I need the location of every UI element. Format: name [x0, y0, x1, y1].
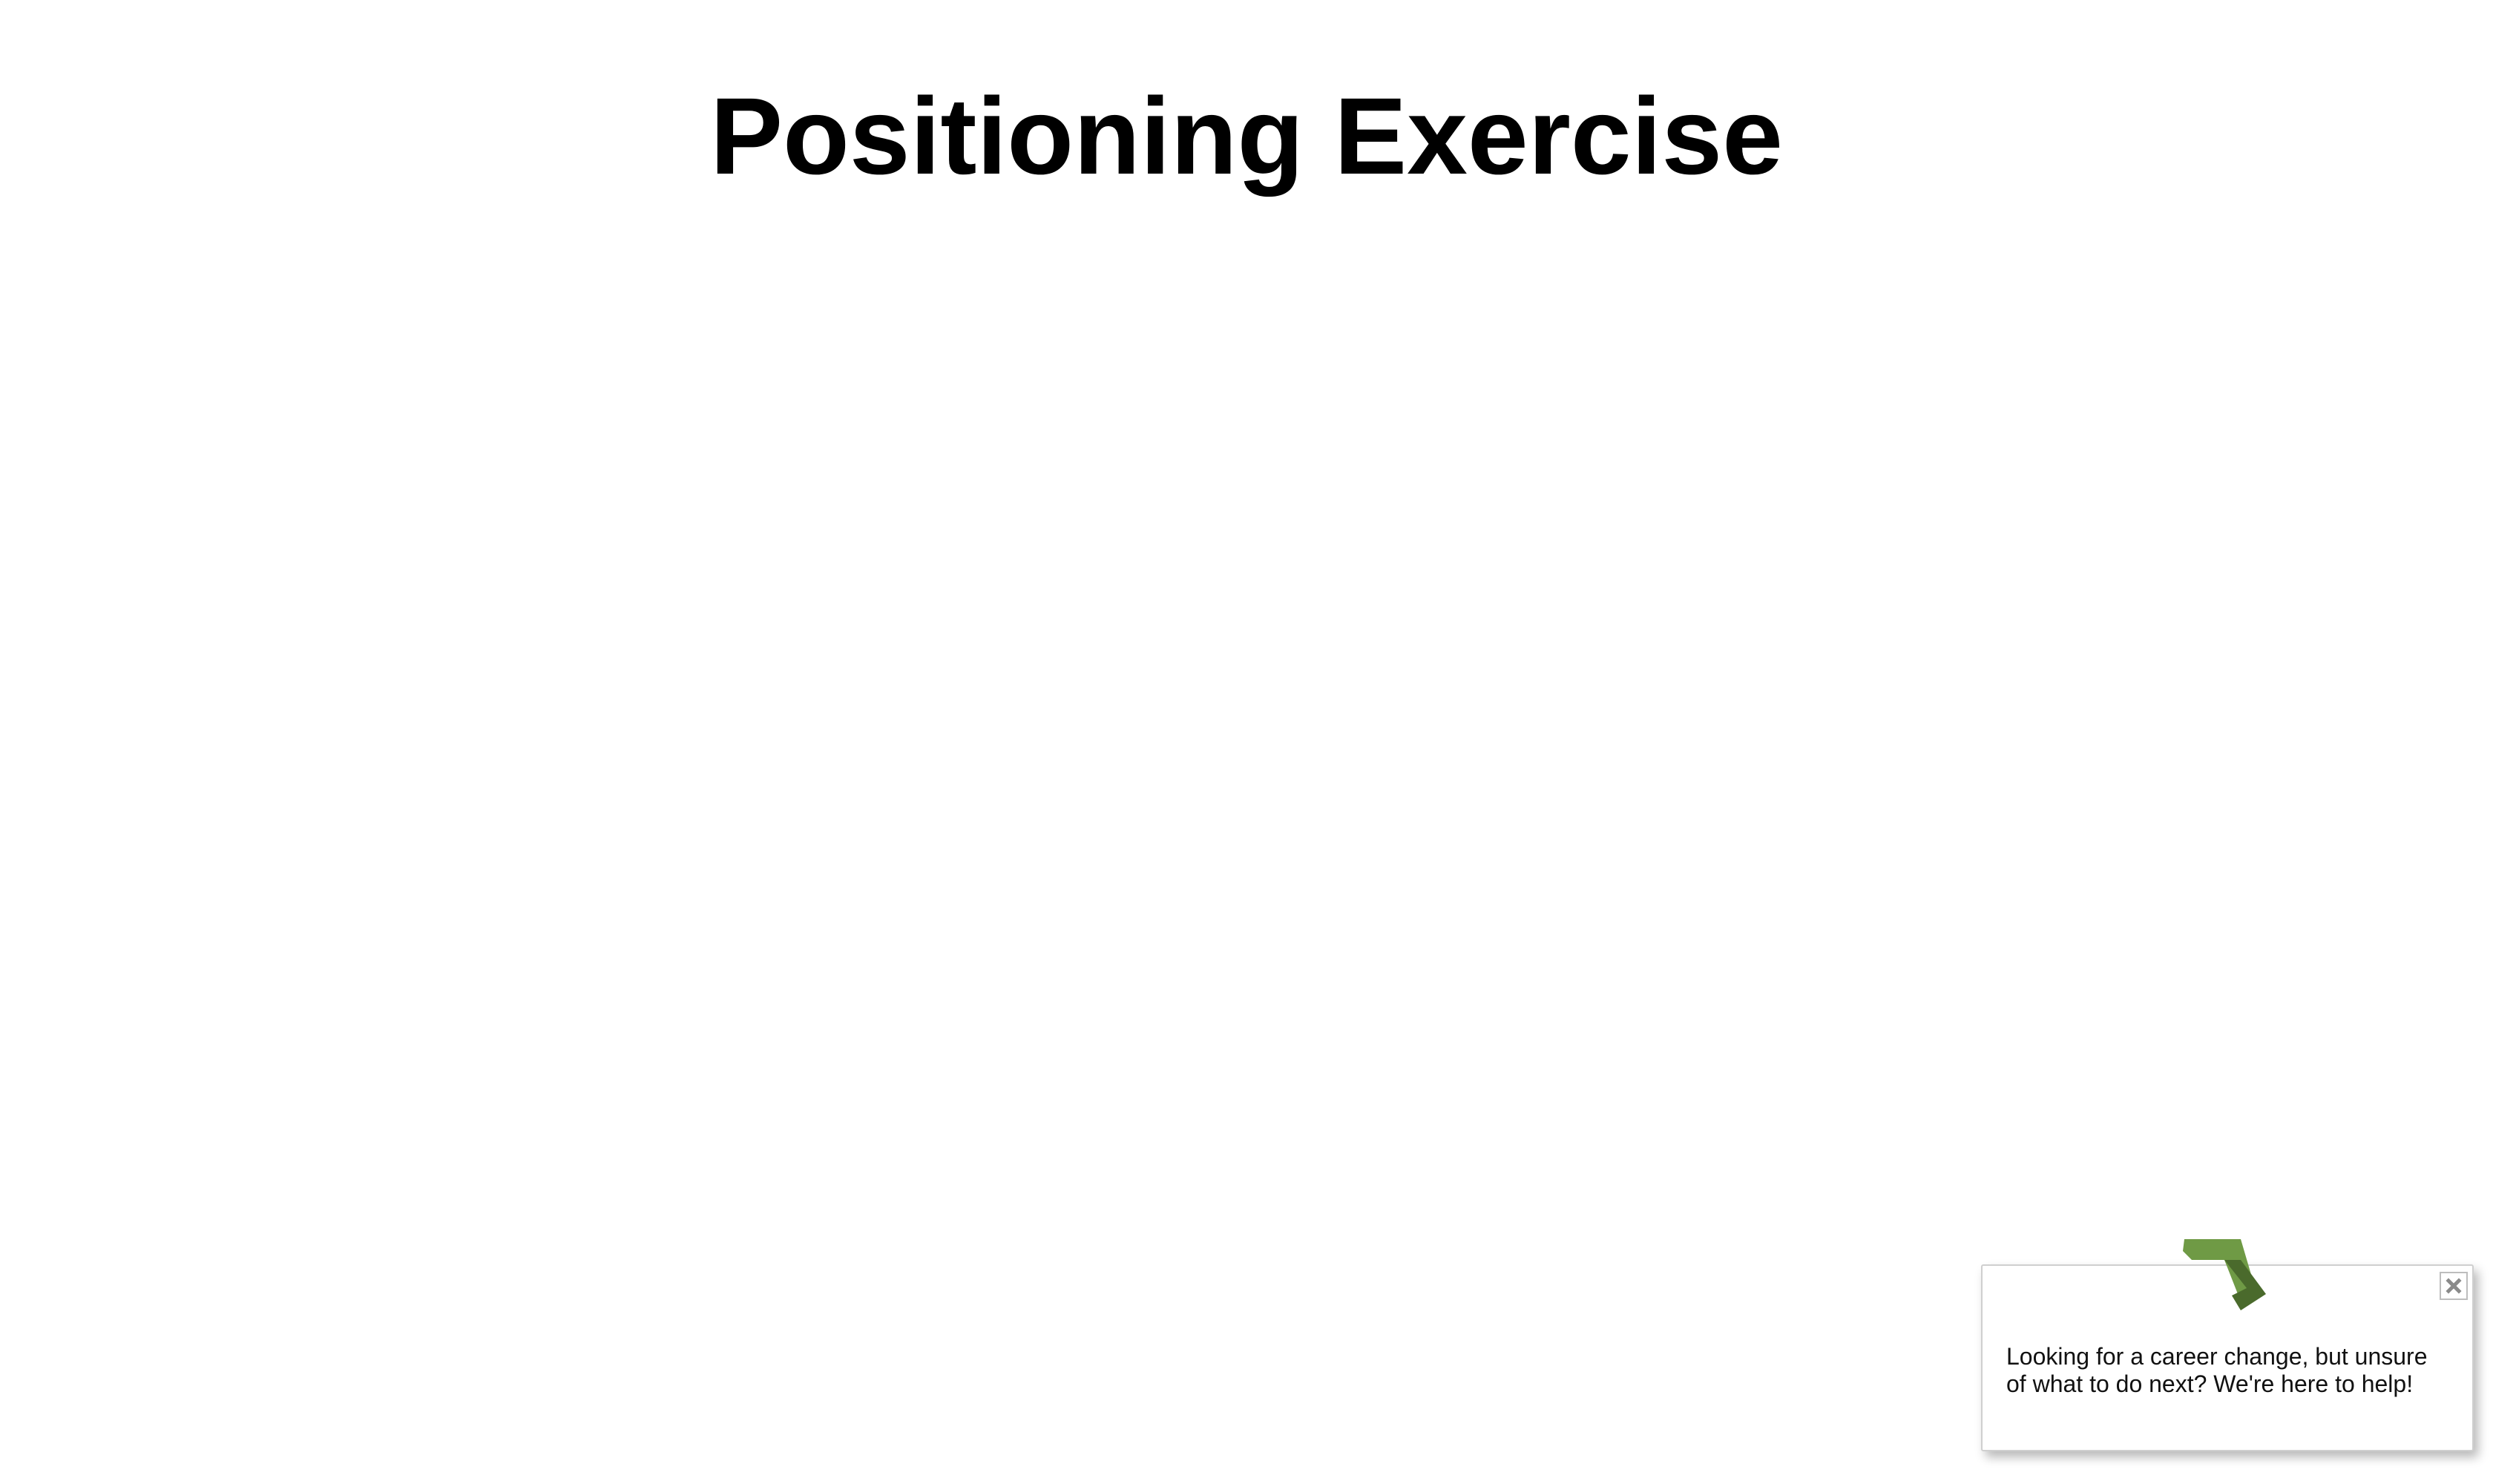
- close-icon: [2446, 1278, 2462, 1294]
- career-help-popup[interactable]: Looking for a career change, but unsure …: [1981, 1264, 2474, 1451]
- close-button[interactable]: [2440, 1272, 2468, 1300]
- popup-message: Looking for a career change, but unsure …: [2006, 1343, 2428, 1397]
- page-title: Positioning Exercise: [710, 76, 1783, 197]
- chevron-arrow-logo-icon: [2183, 1239, 2266, 1310]
